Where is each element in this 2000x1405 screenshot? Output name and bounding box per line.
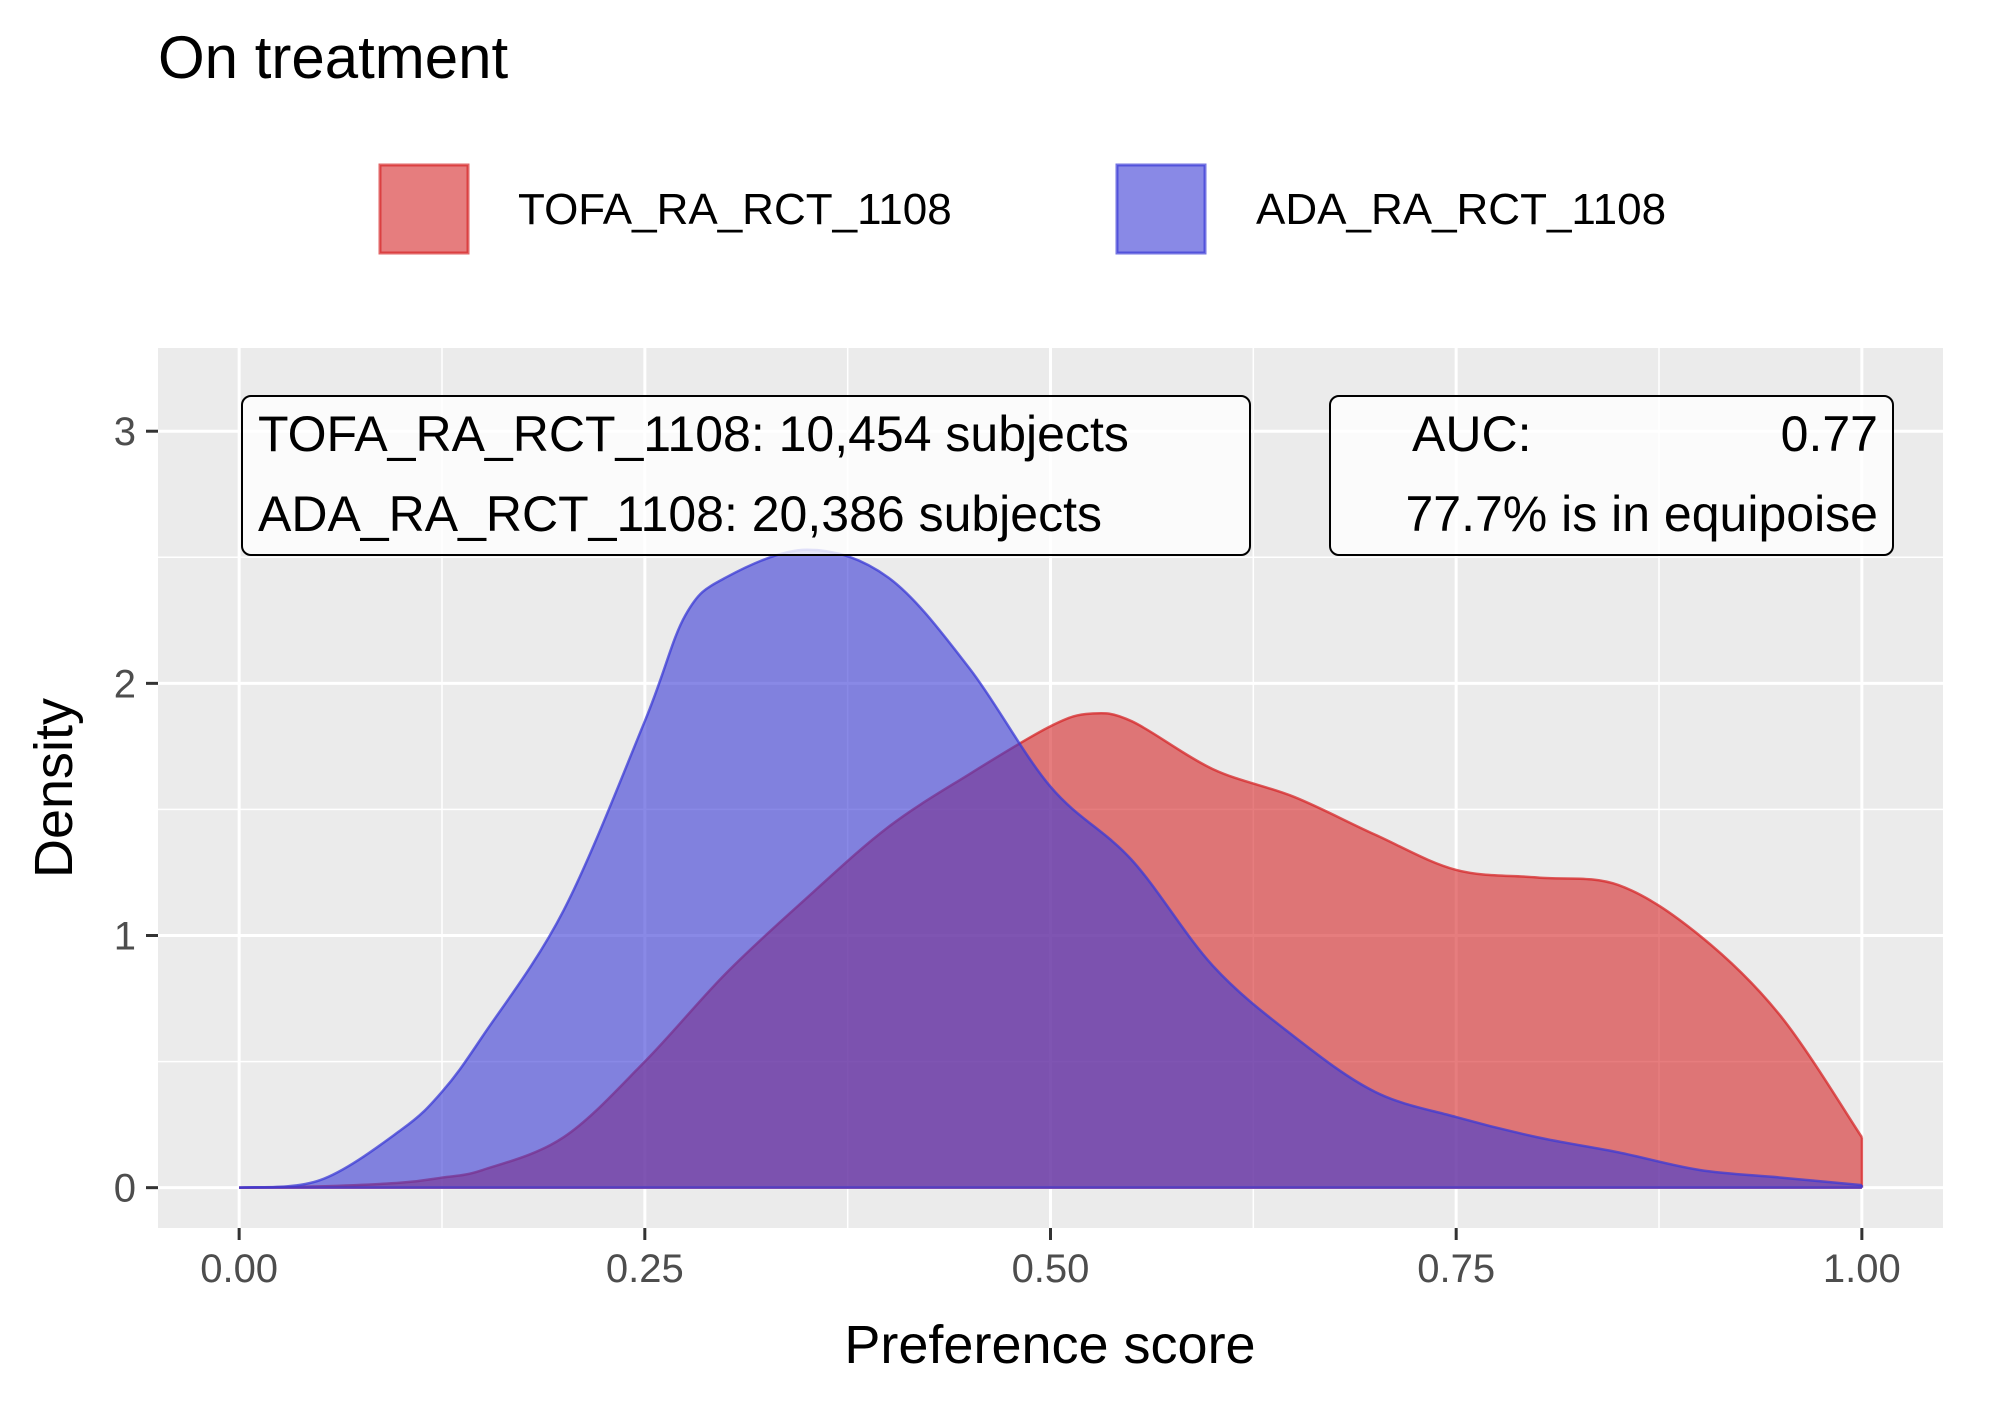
auc-annotation: AUC: 0.77 77.7% is in equipoise: [1329, 395, 1894, 556]
auc-box: [1329, 395, 1894, 556]
density-areas: [239, 548, 1864, 1189]
x-tick-label: 1.00: [1823, 1247, 1901, 1291]
subjects-annotation: TOFA_RA_RCT_1108: 10,454 subjects ADA_RA…: [241, 395, 1251, 556]
y-tick-label: 1: [114, 915, 136, 959]
y-tick-label: 2: [114, 662, 136, 706]
y-tick-label: 3: [114, 410, 136, 454]
density-fill-ada: [239, 549, 1862, 1188]
x-tick-label: 0.75: [1417, 1247, 1495, 1291]
equipoise-text: 77.7% is in equipoise: [1405, 486, 1878, 542]
x-tick-label: 0.25: [606, 1247, 684, 1291]
y-tick-label: 0: [114, 1167, 136, 1211]
auc-value: 0.77: [1781, 406, 1878, 462]
subjects-line-ada: ADA_RA_RCT_1108: 20,386 subjects: [258, 486, 1102, 542]
subjects-line-tofa: TOFA_RA_RCT_1108: 10,454 subjects: [258, 406, 1129, 462]
x-tick-label: 0.50: [1012, 1247, 1090, 1291]
legend-label-ada: ADA_RA_RCT_1108: [1256, 185, 1666, 234]
subjects-box: [241, 395, 1251, 556]
y-axis: 0 1 2 3: [114, 410, 158, 1211]
x-tick-label: 0.00: [200, 1247, 278, 1291]
legend-label-tofa: TOFA_RA_RCT_1108: [518, 185, 952, 234]
legend-key-ada: [1115, 163, 1207, 255]
chart-title: On treatment: [158, 24, 508, 91]
x-axis-label: Preference score: [844, 1315, 1255, 1375]
density-line-ada: [239, 548, 1862, 1189]
auc-label: AUC:: [1412, 406, 1531, 462]
legend-key-tofa: [378, 163, 470, 255]
y-axis-label: Density: [24, 698, 84, 878]
x-axis: 0.00 0.25 0.50 0.75 1.00: [200, 1228, 1901, 1291]
legend: TOFA_RA_RCT_1108 ADA_RA_RCT_1108: [378, 163, 1666, 255]
